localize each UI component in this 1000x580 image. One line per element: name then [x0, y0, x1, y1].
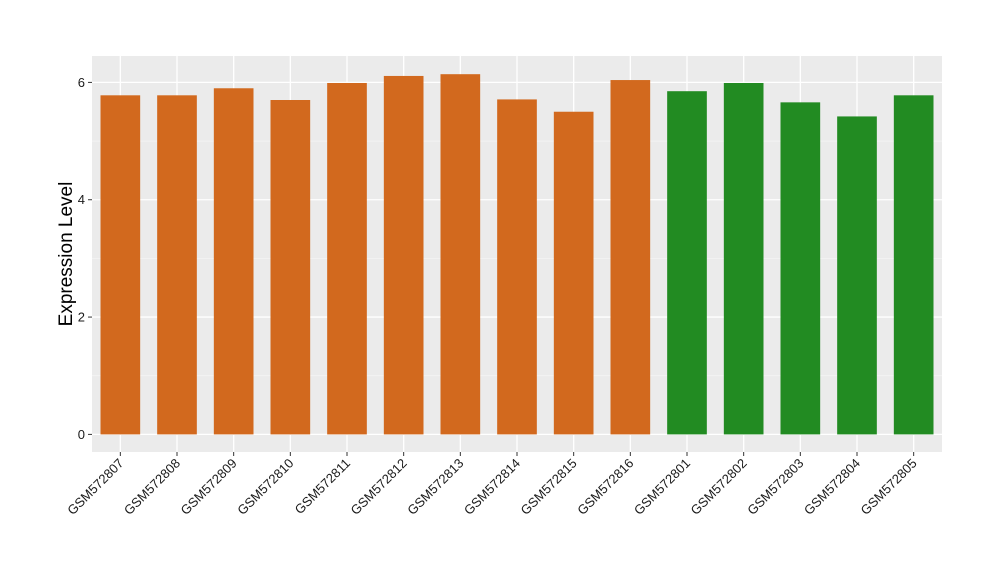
bar-gsm572805 — [893, 95, 934, 435]
bar-gsm572804 — [837, 116, 877, 435]
y-tick-label: 6 — [78, 75, 85, 90]
y-axis-title: Expression Level — [56, 182, 77, 327]
x-tick-label: GSM572813 — [404, 456, 466, 518]
x-tick-label: GSM572808 — [121, 456, 183, 518]
x-tick-label: GSM572811 — [292, 456, 354, 518]
bar-gsm572816 — [610, 80, 651, 435]
y-tick-label: 4 — [78, 192, 85, 207]
bar-gsm572802 — [723, 82, 764, 435]
x-tick-label: GSM572801 — [631, 456, 693, 518]
x-tick-label: GSM572803 — [744, 456, 806, 518]
x-tick-label: GSM572815 — [518, 456, 580, 518]
y-tick-label: 0 — [78, 427, 85, 442]
x-tick-label: GSM572810 — [234, 456, 296, 518]
x-tick-label: GSM572802 — [688, 456, 750, 518]
bar-gsm572808 — [157, 95, 197, 435]
x-tick-label: GSM572807 — [64, 456, 126, 518]
bar-gsm572810 — [270, 100, 311, 435]
bar-gsm572807 — [100, 95, 141, 435]
x-tick-label: GSM572805 — [858, 456, 920, 518]
x-tick-label: GSM572816 — [574, 456, 636, 518]
bar-gsm572812 — [383, 75, 424, 435]
x-tick-label: GSM572814 — [461, 456, 523, 518]
bar-gsm572809 — [213, 88, 254, 435]
bar-gsm572814 — [497, 99, 537, 435]
y-axis: 0 2 4 6 — [78, 75, 92, 442]
x-tick-label: GSM572804 — [801, 456, 863, 518]
bar-gsm572803 — [780, 102, 821, 435]
bar-gsm572801 — [667, 91, 707, 435]
bars — [100, 74, 934, 435]
x-tick-label: GSM572809 — [178, 456, 240, 518]
bar-gsm572815 — [553, 111, 594, 435]
y-tick-label: 2 — [78, 310, 85, 325]
bar-gsm572813 — [440, 74, 481, 435]
bar-gsm572811 — [327, 82, 367, 435]
x-axis: GSM572807GSM572808GSM572809GSM572810GSM5… — [64, 452, 920, 518]
x-tick-label: GSM572812 — [348, 456, 410, 518]
